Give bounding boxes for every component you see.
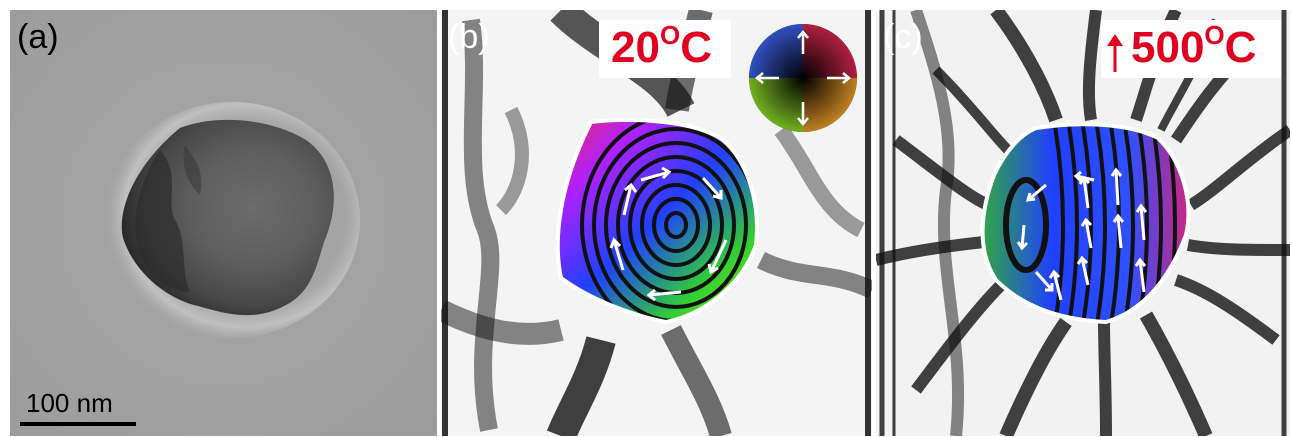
- panel-b-hologram: (b) 20OC: [441, 10, 872, 436]
- temperature-label-500C: 500OC: [1131, 20, 1257, 72]
- panel-b-label: (b): [448, 18, 490, 56]
- temperature-label-20C: 20OC: [611, 20, 712, 72]
- panel-c-label: (c): [883, 18, 923, 56]
- up-arrow-icon: [1107, 34, 1123, 72]
- particle-outline: [980, 122, 1191, 325]
- panel-a-label: (a): [17, 18, 59, 56]
- particle-outline: [555, 118, 759, 325]
- scale-bar-label: 100 nm: [26, 388, 113, 418]
- panel-a-tem-image: (a) 100 nm: [10, 10, 437, 436]
- magnetization-arrows: [1016, 167, 1148, 301]
- tem-micrograph: [10, 10, 437, 436]
- temperature-box-500C: 500OC: [1101, 20, 1281, 78]
- temperature-box-20C: 20OC: [599, 20, 731, 78]
- magnetization-arrows: [609, 166, 728, 302]
- panel-c-hologram: (c) 500OC: [876, 10, 1290, 436]
- phase-contour-map-500C: [876, 10, 1290, 436]
- scale-bar: [20, 422, 136, 426]
- color-wheel-icon: [749, 24, 857, 132]
